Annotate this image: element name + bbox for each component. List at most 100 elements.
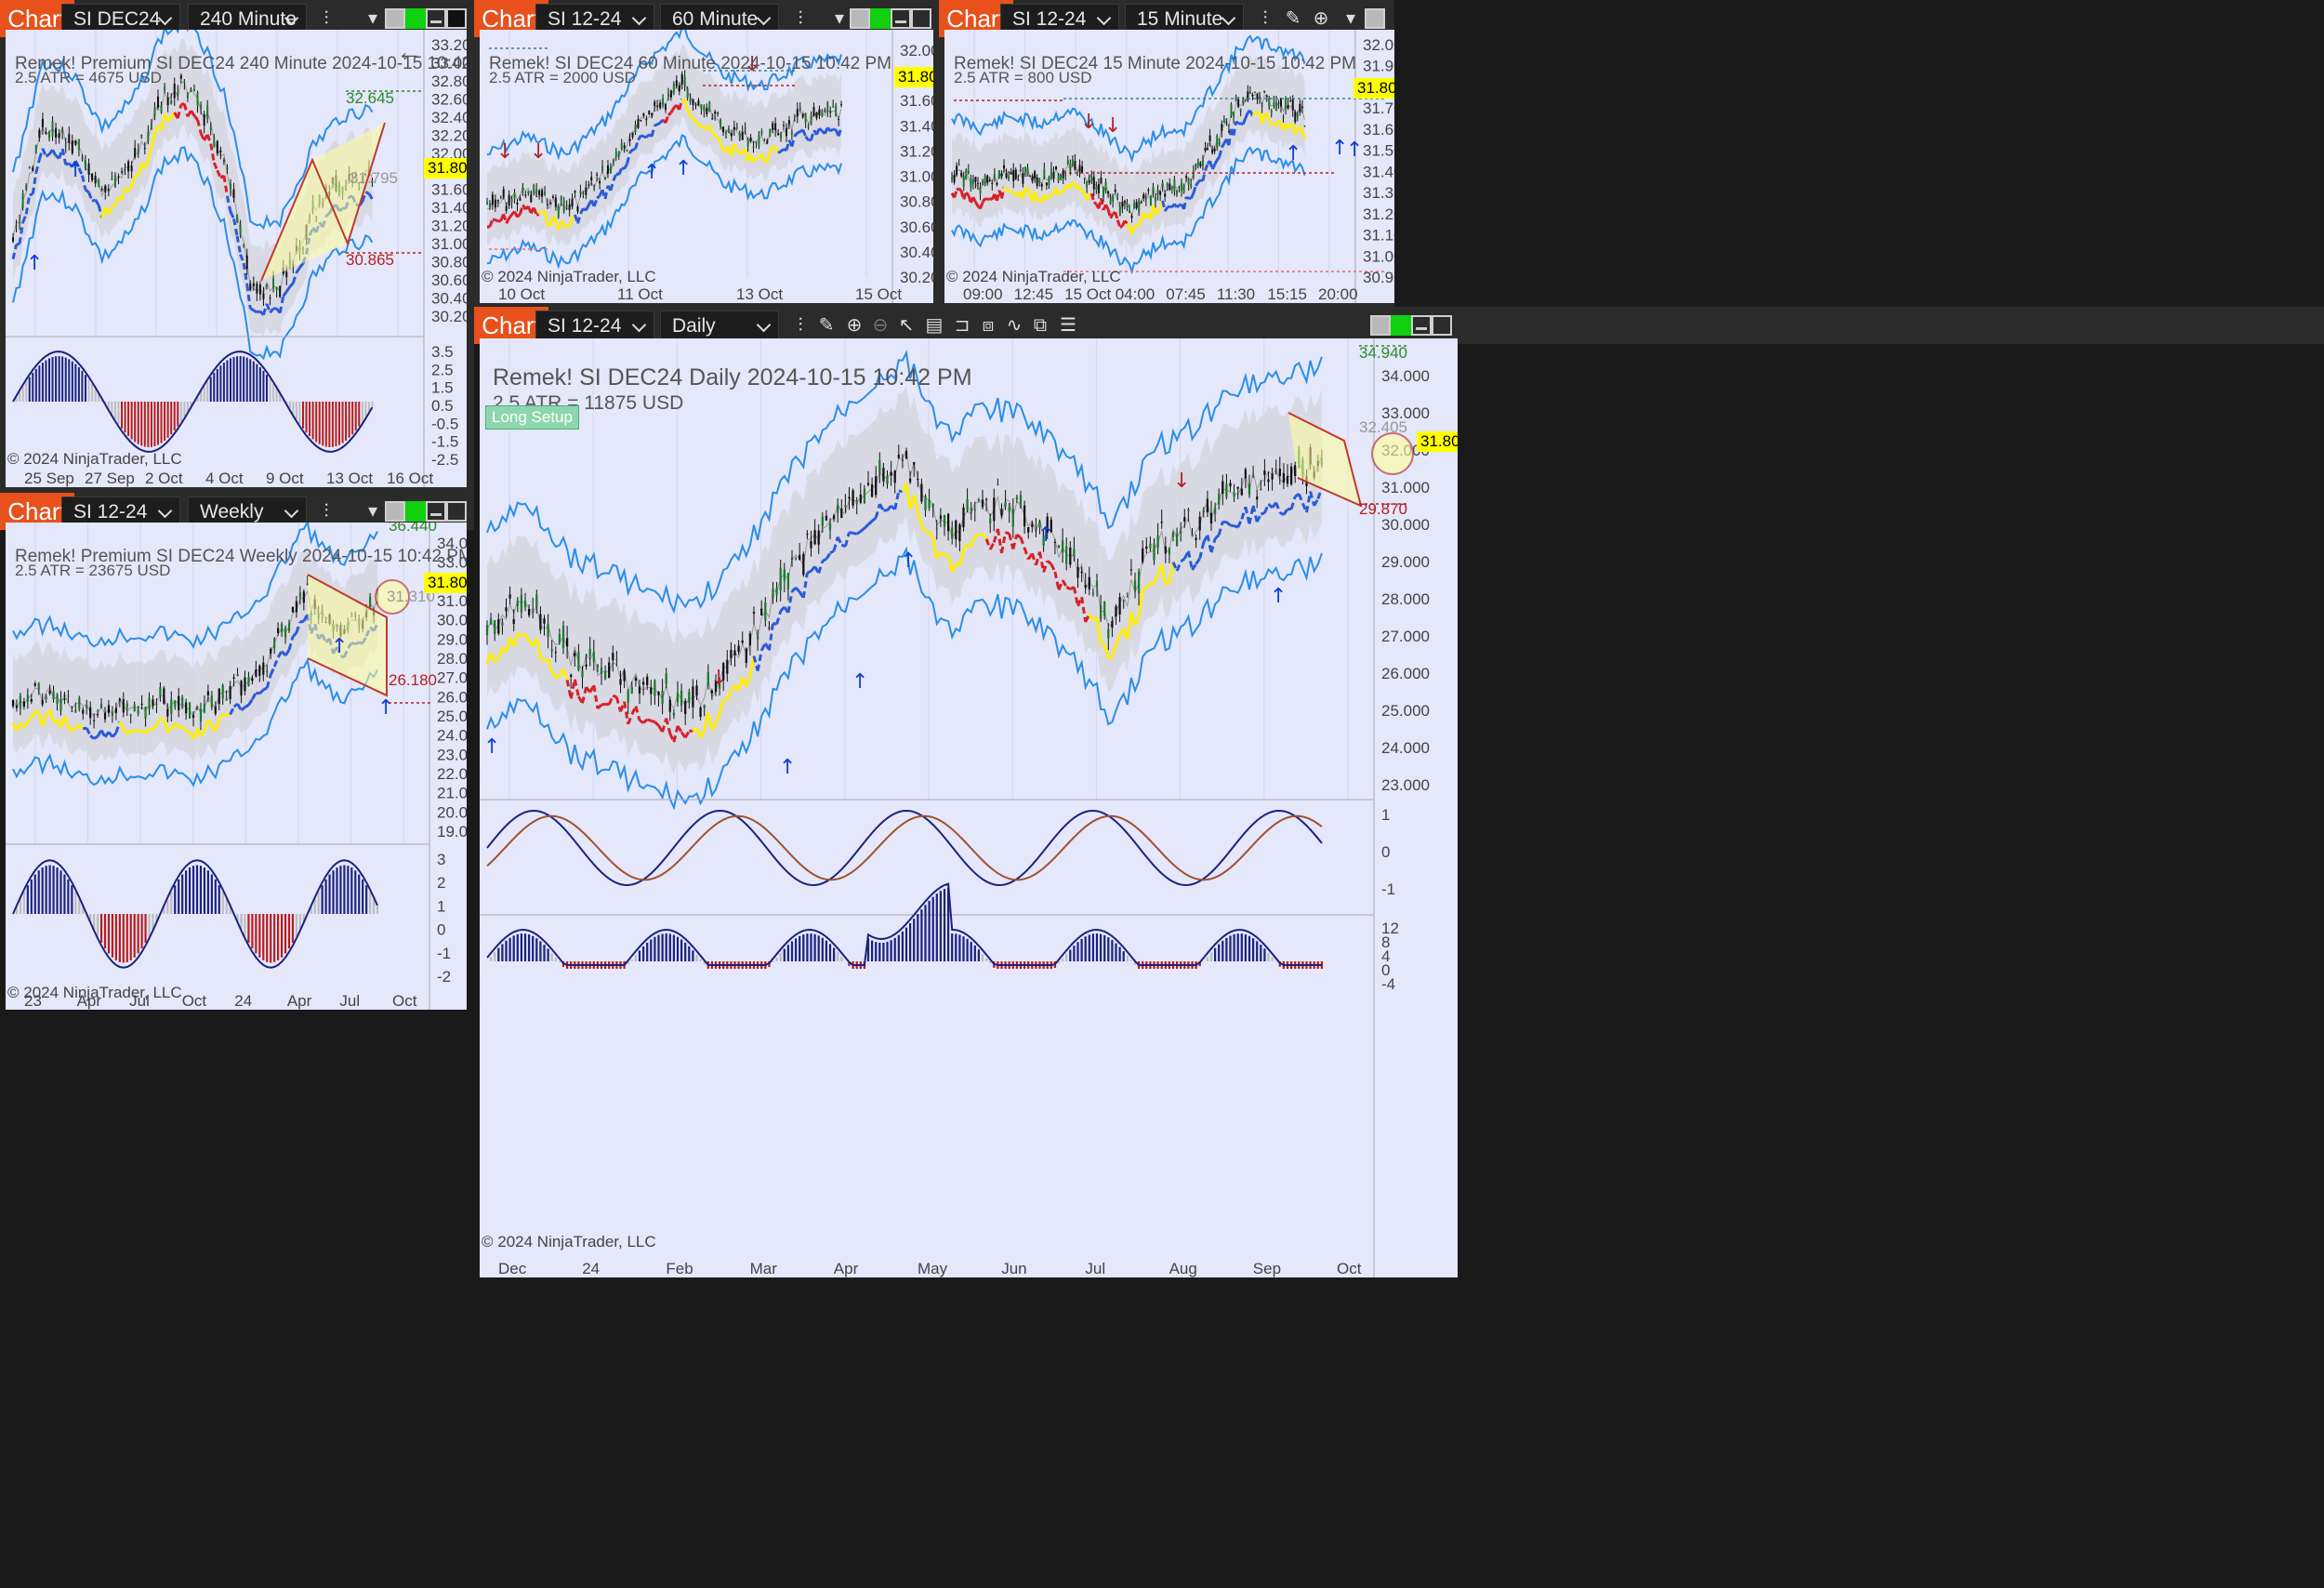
candle-body bbox=[1267, 479, 1270, 483]
oscillator-tick-label: -2.5 bbox=[431, 451, 458, 469]
window-color-gray[interactable] bbox=[850, 8, 870, 29]
candle-body bbox=[295, 601, 298, 613]
trend-stop-segment bbox=[912, 494, 919, 513]
candle-body bbox=[657, 692, 660, 695]
window-color-gray[interactable] bbox=[1370, 315, 1391, 336]
chevron-down-icon[interactable]: ▾ bbox=[834, 8, 845, 29]
candle-body bbox=[675, 80, 678, 86]
trend-stop-segment bbox=[256, 691, 260, 695]
candle-body bbox=[678, 85, 680, 92]
candle-body bbox=[840, 104, 843, 106]
histogram-bar bbox=[1209, 952, 1213, 961]
trend-stop-segment bbox=[1104, 204, 1110, 210]
histogram-bar bbox=[26, 885, 29, 914]
histogram-bar bbox=[365, 885, 368, 914]
minimize-button[interactable] bbox=[426, 8, 446, 29]
candle-body bbox=[1076, 174, 1078, 176]
window-color-gray[interactable] bbox=[1365, 8, 1385, 29]
candle-body bbox=[703, 705, 706, 708]
candle-body bbox=[697, 100, 700, 106]
instrument-selector[interactable]: SI 12-24 bbox=[61, 496, 180, 526]
chart-pane-60min[interactable]: 32.00031.80031.60031.40031.20031.00030.8… bbox=[480, 30, 933, 303]
interval-selector[interactable]: 240 Minute bbox=[188, 4, 307, 33]
price-tick-label: 28.000 bbox=[437, 650, 467, 668]
trend-stop-segment bbox=[18, 221, 25, 245]
interval-selector[interactable]: Daily bbox=[660, 311, 779, 340]
templates-icon[interactable]: ⧉ bbox=[1033, 315, 1048, 336]
last-price-badge: 31.805 bbox=[424, 158, 467, 179]
candle-body bbox=[494, 620, 496, 634]
strategies-icon[interactable]: ⧈ bbox=[982, 315, 995, 336]
chevron-down-icon bbox=[631, 317, 647, 333]
trend-stop-segment bbox=[1042, 560, 1050, 573]
bar-style-icon[interactable]: ⫶ bbox=[324, 501, 329, 522]
histogram-bar bbox=[324, 879, 327, 914]
minimize-button[interactable] bbox=[1411, 315, 1432, 336]
candle-body bbox=[535, 594, 538, 608]
trend-stop-segment bbox=[986, 197, 991, 202]
pencil-icon[interactable]: ✎ bbox=[818, 315, 835, 336]
indicators-icon[interactable]: ∿ bbox=[1006, 315, 1023, 336]
chevron-down-icon[interactable]: ▾ bbox=[1345, 8, 1356, 29]
pointer-icon[interactable]: ↖ bbox=[898, 315, 915, 336]
chart-pane-15min[interactable]: 32.00031.90031.80031.70031.60031.50031.4… bbox=[944, 30, 1394, 303]
price-tick-label: 31.400 bbox=[900, 117, 933, 135]
bar-style-icon[interactable]: ⫶ bbox=[798, 8, 803, 29]
instrument-selector[interactable]: SI 12-24 bbox=[535, 311, 654, 340]
chart-pane-240min[interactable]: 33.20033.00032.80032.60032.40032.20032.0… bbox=[6, 30, 467, 487]
histogram-bar bbox=[247, 914, 250, 943]
trend-stop-segment bbox=[714, 135, 719, 139]
back-arrow-icon[interactable]: ← bbox=[396, 37, 422, 66]
window-link-green[interactable] bbox=[405, 501, 426, 522]
list-icon[interactable]: ☰ bbox=[1060, 315, 1076, 336]
histogram-bar bbox=[93, 914, 96, 930]
window-link-green[interactable] bbox=[870, 8, 891, 29]
zoom-in-icon[interactable]: ⊕ bbox=[1313, 8, 1329, 29]
histogram-bar bbox=[251, 914, 254, 949]
histogram-bar bbox=[144, 914, 147, 943]
price-tick-label: 33.000 bbox=[1381, 404, 1430, 422]
trend-stop-segment bbox=[664, 114, 670, 124]
bar-style-icon[interactable]: ⫶ bbox=[798, 315, 803, 336]
zoom-out-icon[interactable]: ⊖ bbox=[872, 315, 889, 336]
trend-stop-segment bbox=[574, 214, 579, 224]
bar-style-icon[interactable]: ⫶ bbox=[1262, 8, 1268, 29]
window-color-gray[interactable] bbox=[385, 501, 405, 522]
interval-selector[interactable]: 15 Minute bbox=[1125, 4, 1244, 33]
maximize-button[interactable] bbox=[446, 8, 467, 29]
chevron-down-icon[interactable]: ▾ bbox=[367, 8, 378, 29]
maximize-button[interactable] bbox=[911, 8, 931, 29]
interval-selector[interactable]: 60 Minute bbox=[660, 4, 779, 33]
price-tick-label: 29.000 bbox=[437, 630, 467, 648]
candle-body bbox=[1178, 190, 1181, 192]
zoom-in-icon[interactable]: ⊕ bbox=[846, 315, 863, 336]
properties-icon[interactable]: ⊐ bbox=[954, 315, 971, 336]
signal-arrow: ↑ bbox=[1346, 139, 1363, 162]
candle-body bbox=[1213, 148, 1216, 152]
trend-stop-segment bbox=[1135, 223, 1141, 228]
trend-stop-segment bbox=[555, 674, 561, 680]
window-link-green[interactable] bbox=[1391, 315, 1411, 336]
pencil-icon[interactable]: ✎ bbox=[1285, 8, 1301, 29]
chart-pane-weekly[interactable]: 34.00033.00032.00031.00030.00029.00028.0… bbox=[6, 523, 467, 1010]
window-color-gray[interactable] bbox=[385, 8, 405, 29]
signal-arrow: ↑ bbox=[1270, 585, 1287, 608]
trend-stop-segment bbox=[1196, 179, 1202, 184]
candle-body bbox=[251, 678, 254, 682]
candle-body bbox=[1185, 176, 1188, 179]
instrument-selector[interactable]: SI 12-24 bbox=[1000, 4, 1119, 33]
minimize-button[interactable] bbox=[426, 501, 446, 522]
bar-style-icon[interactable]: ⫶ bbox=[324, 8, 329, 29]
trend-stop-segment bbox=[496, 646, 504, 659]
window-link-green[interactable] bbox=[405, 8, 426, 29]
maximize-button[interactable] bbox=[446, 501, 467, 522]
chevron-down-icon[interactable]: ▾ bbox=[367, 501, 378, 522]
data-box-icon[interactable]: ▤ bbox=[925, 315, 944, 336]
minimize-button[interactable] bbox=[891, 8, 911, 29]
maximize-button[interactable] bbox=[1432, 315, 1452, 336]
chart-pane-daily[interactable]: 34.00033.00032.00031.00030.00029.00028.0… bbox=[480, 338, 1458, 1277]
instrument-selector[interactable]: SI 12-24 bbox=[535, 4, 654, 33]
histogram-bar bbox=[272, 383, 275, 402]
signal-arrow: ↑ bbox=[1037, 523, 1054, 547]
price-tick-label: 26.000 bbox=[1381, 665, 1430, 682]
